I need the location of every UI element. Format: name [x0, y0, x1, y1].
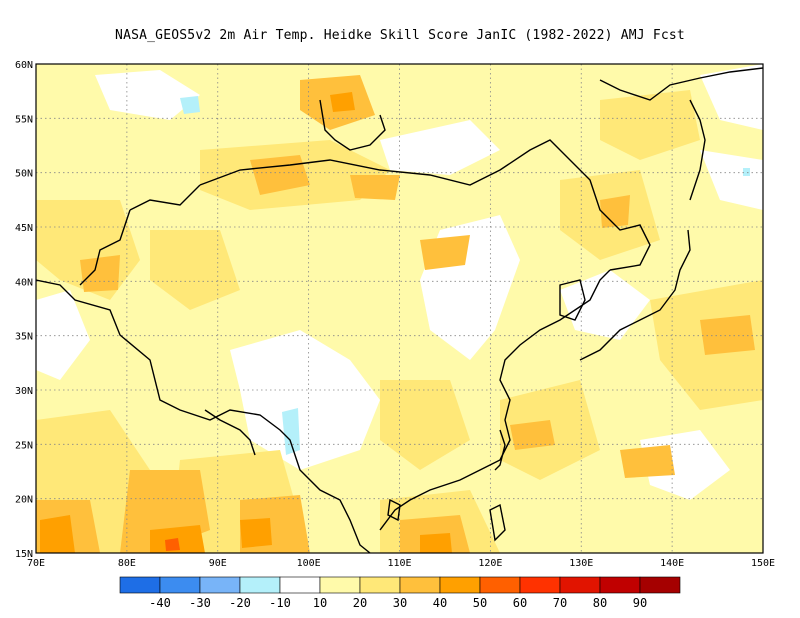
- lat-tick-label: 30N: [15, 386, 33, 397]
- lon-tick-label: 100E: [297, 558, 321, 569]
- lat-tick-label: 35N: [15, 332, 33, 343]
- lat-tick-label: 45N: [15, 223, 33, 234]
- colorbar-label: 60: [513, 596, 527, 610]
- lon-tick-label: 70E: [27, 558, 45, 569]
- colorbar-swatch: [439, 576, 481, 594]
- coastlines: [36, 67, 763, 553]
- colorbar-label: 70: [553, 596, 567, 610]
- lon-tick-label: 90E: [209, 558, 227, 569]
- lon-tick-label: 150E: [751, 558, 775, 569]
- colorbar-swatch: [639, 576, 681, 594]
- colorbar-swatch: [319, 576, 361, 594]
- lon-tick-label: 130E: [569, 558, 593, 569]
- lon-tick-label: 80E: [118, 558, 136, 569]
- colorbar-swatch: [239, 576, 281, 594]
- colorbar-swatch: [279, 576, 321, 594]
- lat-tick-label: 50N: [15, 169, 33, 180]
- lat-tick-label: 20N: [15, 495, 33, 506]
- colorbar-label: -40: [149, 596, 171, 610]
- colorbar-swatch: [359, 576, 401, 594]
- lat-tick-label: 60N: [15, 60, 33, 71]
- map-frame: [35, 63, 764, 554]
- longitude-axis: 70E 80E 90E 100E 110E 120E 130E 140E 150E: [27, 558, 775, 569]
- lon-tick-label: 120E: [478, 558, 502, 569]
- colorbar-swatch: [159, 576, 201, 594]
- colorbar-swatch: [199, 576, 241, 594]
- colorbar-swatch: [479, 576, 521, 594]
- colorbar-swatch: [399, 576, 441, 594]
- lon-tick-label: 140E: [660, 558, 684, 569]
- colorbar-label: 90: [633, 596, 647, 610]
- colorbar-label: 40: [433, 596, 447, 610]
- lat-tick-label: 55N: [15, 114, 33, 125]
- colorbar-swatch: [599, 576, 641, 594]
- colorbar-label: -10: [269, 596, 291, 610]
- colorbar-swatch: [519, 576, 561, 594]
- colorbar-label: 10: [313, 596, 327, 610]
- colorbar-label: -30: [189, 596, 211, 610]
- colorbar: -40 -30 -20 -10 10 20 30 40 50 60 70 80 90: [119, 576, 681, 610]
- lat-tick-label: 40N: [15, 277, 33, 288]
- colorbar-label: 30: [393, 596, 407, 610]
- colorbar-swatch: [559, 576, 601, 594]
- colorbar-label: 50: [473, 596, 487, 610]
- colorbar-label: -20: [229, 596, 251, 610]
- colorbar-label: 20: [353, 596, 367, 610]
- latitude-axis: 15N 20N 25N 30N 35N 40N 45N 50N 55N 60N: [15, 60, 33, 560]
- lat-tick-label: 25N: [15, 440, 33, 451]
- lat-tick-label: 15N: [15, 549, 33, 560]
- colorbar-label: 80: [593, 596, 607, 610]
- colorbar-swatch: [119, 576, 161, 594]
- map-title: NASA_GEOS5v2 2m Air Temp. Heidke Skill S…: [115, 28, 685, 43]
- lon-tick-label: 110E: [387, 558, 411, 569]
